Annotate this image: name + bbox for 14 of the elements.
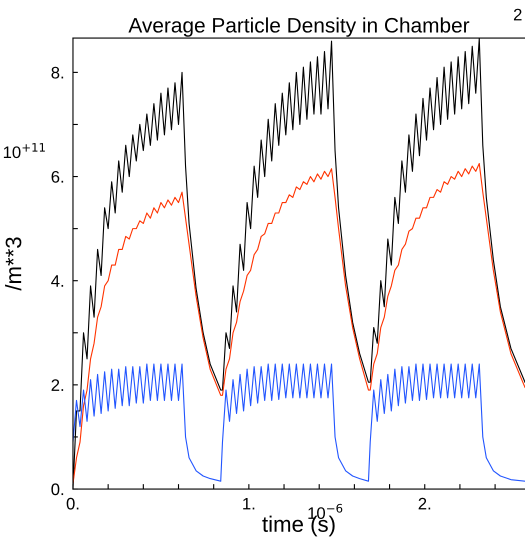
text: 10$^{+11}$ xyxy=(4,143,45,158)
y-tick-label: 6. xyxy=(52,170,64,183)
y-tick-label: 2. xyxy=(52,379,64,391)
x-tick-label: 1. xyxy=(243,498,254,510)
y-axis-title: /m**3 xyxy=(5,237,22,291)
x-tick-label: 2. xyxy=(418,498,430,510)
line-series xyxy=(72,162,525,484)
y-tick-label: 4. xyxy=(51,275,64,287)
line-series xyxy=(72,363,525,482)
text: 2 xyxy=(514,8,522,20)
x-tick-label: 0. xyxy=(66,498,78,510)
chart-title: Average Particle Density in Chamber xyxy=(128,17,470,37)
y-tick-label: 0. xyxy=(51,483,64,496)
y-tick-label: 8. xyxy=(51,66,64,79)
